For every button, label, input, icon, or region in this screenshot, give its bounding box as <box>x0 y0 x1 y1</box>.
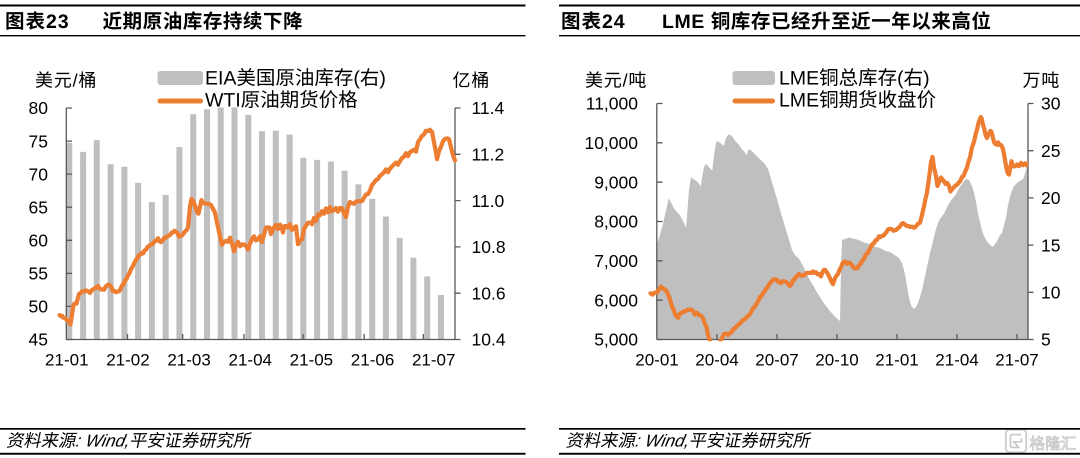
svg-text:20-10: 20-10 <box>815 351 858 370</box>
svg-text:10.6: 10.6 <box>472 283 506 303</box>
svg-text:7,000: 7,000 <box>594 251 638 271</box>
svg-text:10,000: 10,000 <box>584 133 638 153</box>
svg-text:5,000: 5,000 <box>594 330 638 350</box>
svg-text:10.8: 10.8 <box>472 237 506 257</box>
svg-text:60: 60 <box>29 230 49 250</box>
svg-text:30: 30 <box>1041 94 1061 114</box>
svg-text:11.4: 11.4 <box>472 98 505 118</box>
svg-text:21-06: 21-06 <box>351 351 394 370</box>
svg-text:20-07: 20-07 <box>755 351 798 370</box>
svg-text:75: 75 <box>29 131 48 151</box>
svg-text:11.0: 11.0 <box>472 191 505 211</box>
svg-text:11,000: 11,000 <box>586 94 638 114</box>
svg-text:21-03: 21-03 <box>167 351 210 370</box>
svg-text:55: 55 <box>29 264 48 284</box>
svg-text:21-04: 21-04 <box>935 351 978 370</box>
svg-text:21-05: 21-05 <box>290 351 333 370</box>
svg-text:21-07: 21-07 <box>995 351 1038 370</box>
svg-text:21-04: 21-04 <box>229 351 272 370</box>
svg-text:21-02: 21-02 <box>106 351 149 370</box>
svg-text:70: 70 <box>29 164 49 184</box>
svg-text:20-04: 20-04 <box>695 351 738 370</box>
svg-text:21-01: 21-01 <box>875 351 918 370</box>
svg-text:65: 65 <box>29 197 48 217</box>
svg-text:20-01: 20-01 <box>635 351 678 370</box>
svg-text:25: 25 <box>1041 141 1060 161</box>
svg-text:21-01: 21-01 <box>45 351 88 370</box>
svg-text:45: 45 <box>29 330 48 350</box>
svg-text:10.4: 10.4 <box>472 330 506 350</box>
svg-text:6,000: 6,000 <box>594 290 638 310</box>
svg-text:50: 50 <box>29 297 49 317</box>
svg-text:5: 5 <box>1041 330 1051 350</box>
svg-text:11.2: 11.2 <box>472 145 505 165</box>
svg-text:21-07: 21-07 <box>412 351 455 370</box>
svg-text:20: 20 <box>1041 188 1061 208</box>
svg-text:10: 10 <box>1041 283 1061 303</box>
svg-text:8,000: 8,000 <box>594 212 638 232</box>
svg-text:80: 80 <box>29 98 49 118</box>
svg-text:15: 15 <box>1041 235 1060 255</box>
svg-text:9,000: 9,000 <box>594 172 638 192</box>
